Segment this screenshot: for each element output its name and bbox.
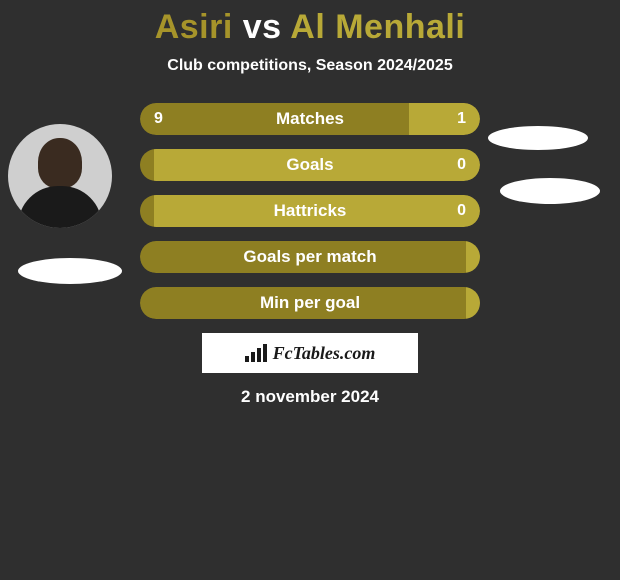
watermark: FcTables.com (202, 333, 418, 373)
watermark-text: FcTables.com (273, 343, 376, 364)
stat-bar: 00Hattricks (140, 195, 480, 227)
stat-bar-right: 0 (154, 195, 480, 227)
title-player-right: Al Menhali (290, 8, 465, 46)
stat-row: 00Hattricks (0, 195, 620, 227)
stat-bar-left: 0 (140, 149, 154, 181)
stat-bar-left (140, 287, 466, 319)
subtitle: Club competitions, Season 2024/2025 (0, 57, 620, 75)
stat-bar-right (466, 287, 480, 319)
stat-row: Min per goal (0, 287, 620, 319)
stat-bar-right: 0 (154, 149, 480, 181)
stat-bar-right (466, 241, 480, 273)
stat-right-value: 0 (457, 156, 466, 174)
stat-row: Goals per match (0, 241, 620, 273)
bar-chart-icon (245, 344, 267, 362)
stat-bar-left: 9 (140, 103, 409, 135)
stat-bar-right: 1 (409, 103, 480, 135)
title-vs: vs (243, 8, 282, 46)
stat-right-value: 0 (457, 202, 466, 220)
title-player-left: Asiri (155, 8, 233, 46)
stat-left-value: 9 (154, 110, 163, 128)
date-label: 2 november 2024 (0, 387, 620, 407)
stat-bar: Min per goal (140, 287, 480, 319)
page-title: Asiri vs Al Menhali (0, 8, 620, 47)
stat-bar-left (140, 241, 466, 273)
stat-row: 91Matches (0, 103, 620, 135)
stat-right-value: 1 (457, 110, 466, 128)
stat-bar: 91Matches (140, 103, 480, 135)
stat-bar: Goals per match (140, 241, 480, 273)
stat-row: 00Goals (0, 149, 620, 181)
comparison-card: Asiri vs Al Menhali Club competitions, S… (0, 0, 620, 407)
stat-bar-left: 0 (140, 195, 154, 227)
stat-bar: 00Goals (140, 149, 480, 181)
